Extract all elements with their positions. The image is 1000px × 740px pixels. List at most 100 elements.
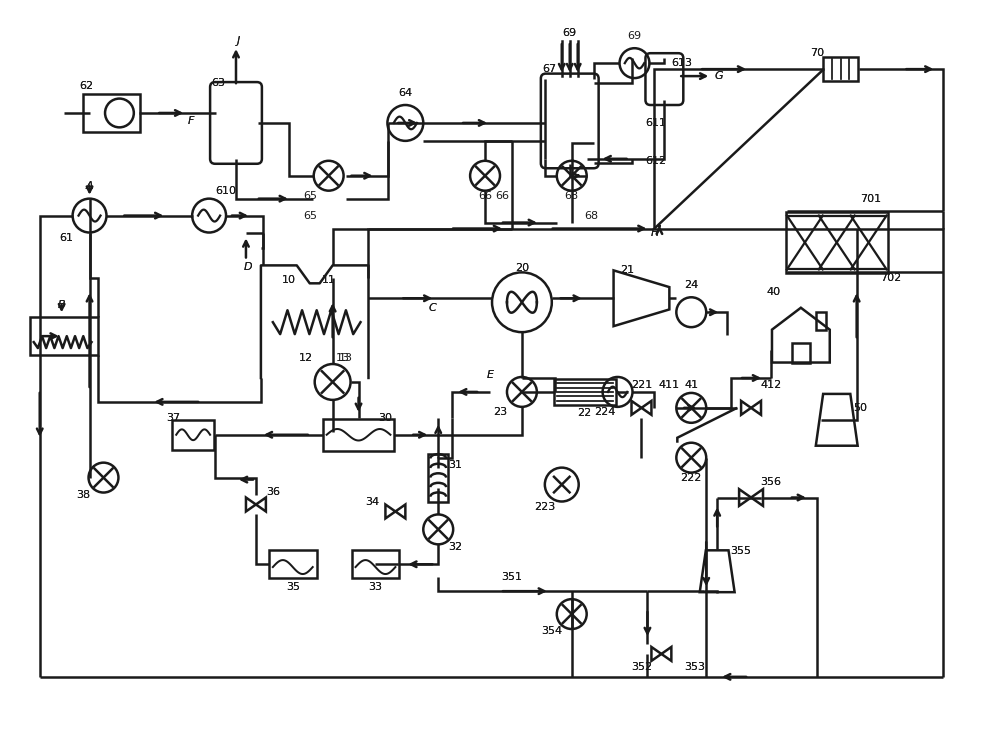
Text: 412: 412	[760, 380, 782, 390]
Text: E: E	[487, 370, 494, 380]
Bar	[269, 551, 317, 578]
Text: 355: 355	[731, 546, 752, 556]
Bar	[323, 419, 394, 451]
Bar	[554, 379, 616, 405]
Text: 64: 64	[398, 88, 412, 98]
Text: 20: 20	[515, 263, 529, 273]
Text: 351: 351	[501, 572, 522, 582]
Text: 12: 12	[299, 353, 313, 363]
Text: 69: 69	[627, 31, 642, 41]
Text: 37: 37	[166, 413, 180, 423]
Text: 11: 11	[322, 275, 336, 286]
Text: B: B	[58, 300, 65, 310]
Text: 38: 38	[77, 490, 91, 500]
Text: 69: 69	[563, 28, 577, 38]
Text: H: H	[650, 227, 659, 238]
Text: 62: 62	[79, 81, 94, 91]
Text: 35: 35	[286, 582, 300, 592]
Text: 351: 351	[501, 572, 522, 582]
Text: 610: 610	[216, 186, 237, 195]
Bar	[792, 343, 810, 363]
Text: 31: 31	[448, 460, 462, 470]
Text: 223: 223	[534, 502, 555, 513]
Text: 352: 352	[631, 662, 652, 672]
Text: 67: 67	[543, 64, 557, 74]
Text: C: C	[428, 303, 436, 313]
Text: 20: 20	[515, 263, 529, 273]
Text: 36: 36	[266, 486, 280, 497]
Text: 354: 354	[541, 626, 562, 636]
Text: 353: 353	[684, 662, 705, 672]
Text: 701: 701	[860, 194, 881, 204]
Text: 22: 22	[578, 408, 592, 418]
Text: 70: 70	[810, 48, 824, 58]
Text: 13: 13	[336, 353, 350, 363]
Text: 702: 702	[880, 273, 901, 283]
Text: 354: 354	[541, 626, 562, 636]
Text: 65: 65	[304, 191, 318, 201]
Text: 63: 63	[211, 78, 225, 88]
Text: 30: 30	[378, 413, 392, 423]
Text: 34: 34	[365, 497, 380, 506]
Text: 21: 21	[620, 266, 635, 275]
Text: 35: 35	[286, 582, 300, 592]
Text: 30: 30	[378, 413, 392, 423]
Text: 613: 613	[671, 58, 692, 68]
Text: A: A	[86, 181, 93, 191]
Text: 41: 41	[684, 380, 698, 390]
Text: 222: 222	[681, 473, 702, 482]
Text: 32: 32	[448, 542, 462, 552]
Text: 701: 701	[860, 194, 881, 204]
Text: E: E	[487, 370, 494, 380]
Text: 36: 36	[266, 486, 280, 497]
Text: 50: 50	[854, 403, 868, 413]
Text: J: J	[236, 36, 240, 46]
Bar	[786, 212, 888, 273]
Bar	[83, 94, 140, 132]
Text: 223: 223	[534, 502, 555, 513]
Bar	[172, 420, 214, 450]
Text: 66: 66	[495, 191, 509, 201]
Text: 702: 702	[880, 273, 901, 283]
Text: 68: 68	[565, 191, 579, 201]
Bar	[816, 312, 826, 329]
Text: 31: 31	[448, 460, 462, 470]
Text: 32: 32	[448, 542, 462, 552]
Text: 40: 40	[767, 287, 781, 297]
Text: 70: 70	[810, 48, 824, 58]
Text: 23: 23	[493, 407, 507, 417]
Text: 356: 356	[760, 477, 781, 487]
Text: 24: 24	[684, 280, 698, 290]
Text: 224: 224	[594, 407, 615, 417]
Text: 411: 411	[659, 380, 680, 390]
Text: 61: 61	[60, 234, 74, 243]
Text: 41: 41	[684, 380, 698, 390]
Text: 61: 61	[60, 234, 74, 243]
Text: 65: 65	[304, 211, 318, 221]
Text: 612: 612	[645, 156, 666, 166]
Text: 63: 63	[211, 78, 225, 88]
Bar	[823, 57, 858, 81]
Text: H: H	[650, 227, 659, 238]
Text: B: B	[58, 300, 65, 310]
Text: J: J	[236, 36, 240, 46]
Text: 33: 33	[368, 582, 382, 592]
Text: A: A	[86, 181, 93, 191]
Text: 22: 22	[578, 408, 592, 418]
Text: 64: 64	[398, 88, 412, 98]
Text: 67: 67	[543, 64, 557, 74]
Text: D: D	[244, 263, 252, 272]
Text: 221: 221	[631, 380, 652, 390]
Text: C: C	[428, 303, 436, 313]
Text: F: F	[188, 116, 194, 126]
Text: 33: 33	[368, 582, 382, 592]
Text: 10: 10	[282, 275, 296, 286]
Text: 610: 610	[216, 186, 237, 195]
Text: 62: 62	[79, 81, 94, 91]
Text: 68: 68	[585, 211, 599, 221]
Text: 224: 224	[594, 407, 615, 417]
Text: 21: 21	[620, 266, 635, 275]
Text: 37: 37	[166, 413, 180, 423]
Text: 38: 38	[77, 490, 91, 500]
Text: 66: 66	[478, 191, 492, 201]
